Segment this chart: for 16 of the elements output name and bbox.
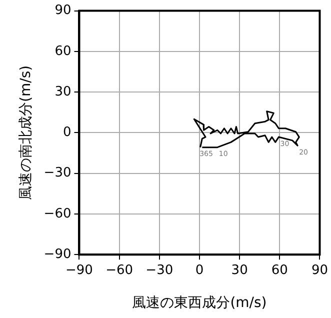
x-tick-label: 0 [195, 262, 204, 278]
y-tick-label: 90 [54, 3, 72, 18]
x-tick-label: −90 [66, 262, 93, 278]
x-tick-label: 90 [311, 262, 328, 278]
y-tick-label: 60 [54, 44, 72, 59]
y-tick-label: −30 [44, 166, 72, 181]
y-axis-title: 風速の南北成分(m/s) [18, 65, 34, 200]
y-tick-label: −90 [44, 246, 72, 262]
y-tick-label: −60 [44, 206, 72, 222]
y-tick-label: 30 [54, 84, 72, 100]
y-tick-label: 0 [62, 125, 72, 140]
x-tick-label: 30 [231, 262, 248, 278]
x-tick-label: 60 [271, 262, 288, 278]
x-axis-title: 風速の東西成分(m/s) [132, 295, 267, 312]
x-tick-label: −60 [106, 262, 134, 278]
x-tick-label: −30 [146, 262, 174, 278]
